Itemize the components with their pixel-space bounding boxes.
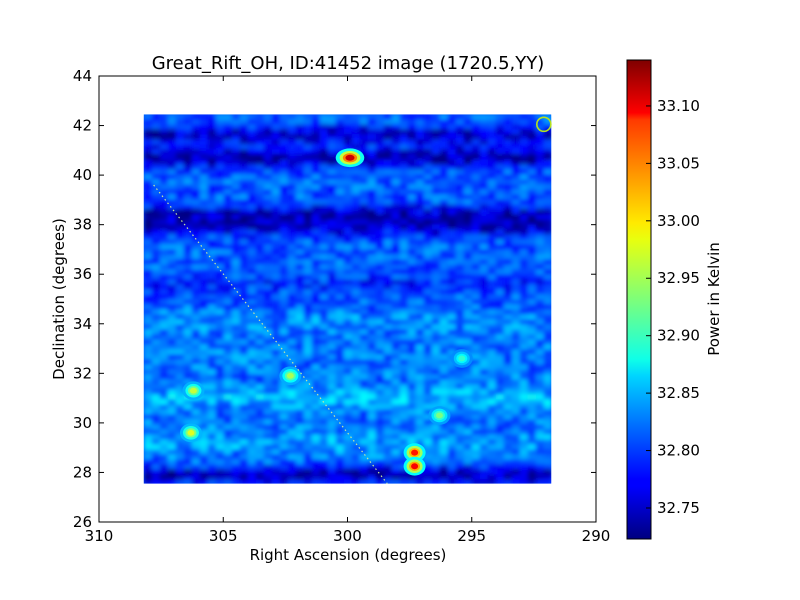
x-tick-label-1: 305 <box>209 527 238 545</box>
colorbar <box>626 59 652 540</box>
x-tick-label-2: 300 <box>333 527 362 545</box>
colorbar-ticks: 32.75 32.80 32.85 32.90 32.95 33.00 33.05 33.10 <box>646 97 700 517</box>
colorbar-tick-label-7: 33.10 <box>657 97 700 115</box>
y-tick-label-3: 32 <box>73 364 92 382</box>
y-tick-label-9: 44 <box>73 67 92 85</box>
marker-circle <box>536 116 552 133</box>
colorbar-tick-label-5: 33.00 <box>657 212 700 230</box>
y-axis-label: Declination (degrees) <box>50 218 68 380</box>
y-tick-label-2: 30 <box>73 414 92 432</box>
chart-title: Great_Rift_OH, ID:41452 image (1720.5,YY… <box>152 53 545 74</box>
x-axis-ticks: 310 305 300 295 290 <box>85 76 611 545</box>
plot-frame <box>98 75 597 523</box>
x-tick-label-0: 310 <box>85 527 114 545</box>
y-tick-label-7: 40 <box>73 166 92 184</box>
y-tick-label-4: 34 <box>73 315 92 333</box>
y-tick-label-6: 38 <box>73 216 92 234</box>
colorbar-label: Power in Kelvin <box>705 242 723 356</box>
colorbar-tick-label-0: 32.75 <box>657 499 700 517</box>
source-7 <box>450 349 473 368</box>
galactic-plane-line <box>153 184 388 484</box>
source-2 <box>403 456 426 476</box>
y-axis-ticks: 26 28 30 32 34 36 38 40 42 44 <box>73 67 596 531</box>
colorbar-tick-label-6: 33.05 <box>657 154 700 172</box>
source-0 <box>335 148 365 168</box>
y-tick-label-1: 28 <box>73 463 92 481</box>
x-tick-label-3: 295 <box>457 527 486 545</box>
source-1 <box>403 443 426 462</box>
source-3 <box>182 381 205 401</box>
source-4 <box>179 423 202 443</box>
y-tick-label-8: 42 <box>73 117 92 135</box>
colorbar-tick-label-4: 32.95 <box>657 269 700 287</box>
colorbar-tick-label-1: 32.80 <box>657 442 700 460</box>
y-tick-label-5: 36 <box>73 265 92 283</box>
colorbar-tick-label-2: 32.85 <box>657 384 700 402</box>
colorbar-tick-label-3: 32.90 <box>657 327 700 345</box>
source-5 <box>279 366 302 386</box>
y-tick-label-0: 26 <box>73 513 92 531</box>
source-6 <box>428 406 451 425</box>
x-tick-label-4: 290 <box>582 527 611 545</box>
heatmap-image <box>143 114 552 484</box>
x-axis-label: Right Ascension (degrees) <box>250 546 447 564</box>
heatmap-texture <box>143 114 552 484</box>
